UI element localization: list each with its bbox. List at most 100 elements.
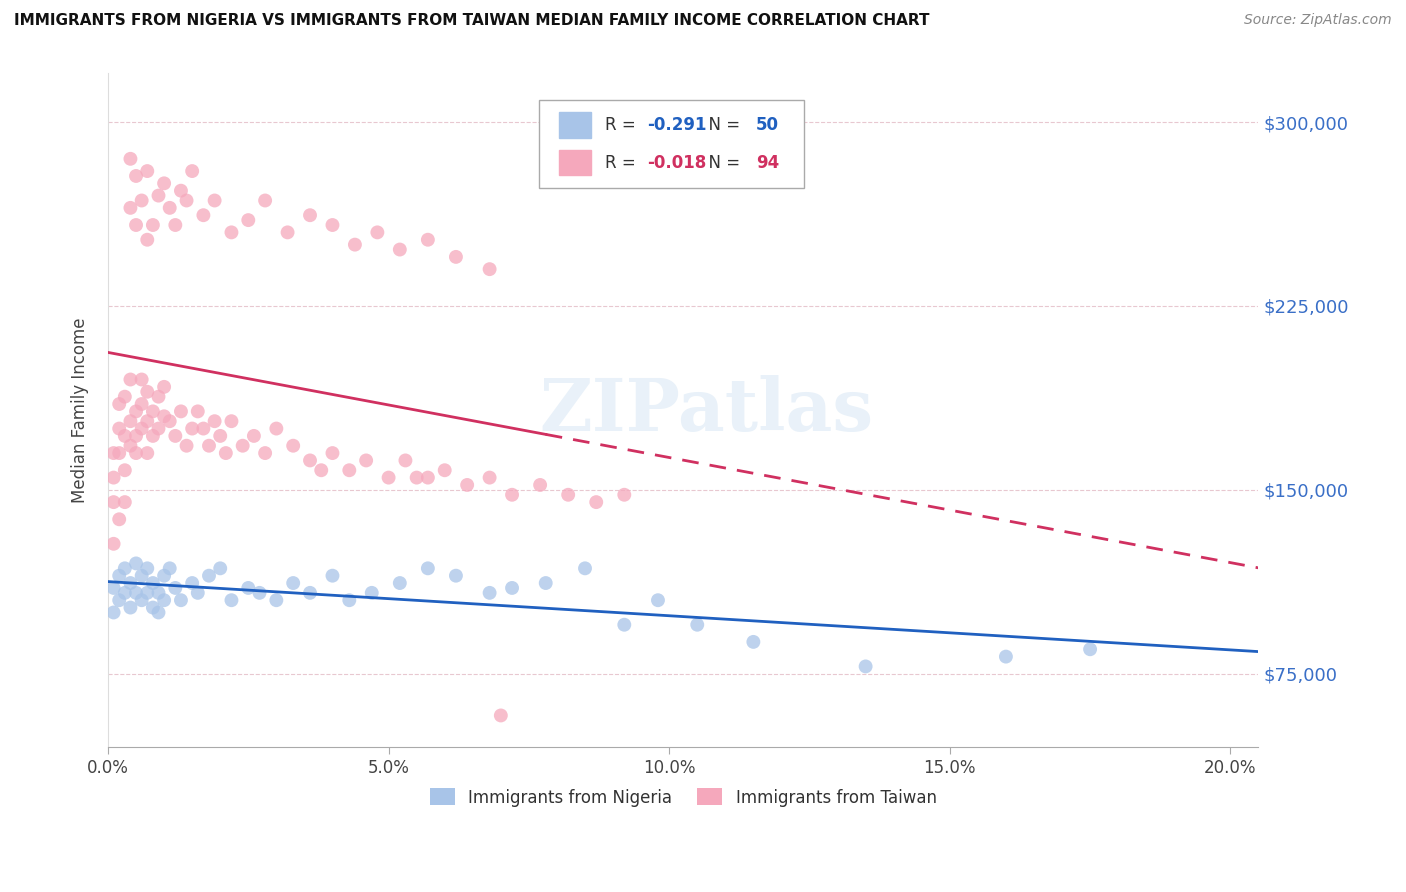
Point: [215, 446, 238, 460]
Point: [204, 414, 226, 428]
Text: 50: 50: [755, 116, 779, 134]
Point: [108, 593, 131, 607]
Point: [136, 384, 159, 399]
Point: [103, 537, 125, 551]
Point: [321, 218, 343, 232]
Point: [444, 568, 467, 582]
Point: [209, 429, 232, 443]
Point: [153, 409, 176, 424]
Point: [159, 414, 181, 428]
Point: [103, 581, 125, 595]
Point: [142, 429, 165, 443]
Point: [193, 208, 215, 222]
Point: [165, 581, 187, 595]
Point: [159, 561, 181, 575]
Point: [114, 586, 136, 600]
Point: [416, 561, 439, 575]
Point: [360, 586, 382, 600]
Point: [125, 169, 148, 183]
Y-axis label: Median Family Income: Median Family Income: [72, 318, 89, 503]
Text: -0.291: -0.291: [648, 116, 707, 134]
Point: [299, 208, 322, 222]
Point: [221, 226, 243, 240]
Point: [337, 593, 360, 607]
Point: [120, 414, 142, 428]
Point: [176, 439, 198, 453]
Point: [238, 213, 260, 227]
Legend: Immigrants from Nigeria, Immigrants from Taiwan: Immigrants from Nigeria, Immigrants from…: [423, 781, 943, 814]
Point: [299, 453, 322, 467]
Bar: [560, 150, 591, 176]
Point: [108, 512, 131, 526]
Point: [855, 659, 877, 673]
Point: [114, 495, 136, 509]
Point: [148, 606, 170, 620]
Point: [114, 463, 136, 477]
Point: [120, 152, 142, 166]
Point: [742, 635, 765, 649]
Point: [534, 576, 557, 591]
Point: [266, 593, 288, 607]
Point: [574, 561, 596, 575]
Point: [136, 446, 159, 460]
Point: [170, 593, 193, 607]
Point: [204, 194, 226, 208]
Point: [142, 218, 165, 232]
Point: [131, 593, 153, 607]
Point: [131, 397, 153, 411]
Point: [148, 586, 170, 600]
Point: [388, 576, 411, 591]
Point: [198, 568, 221, 582]
Point: [366, 226, 388, 240]
Point: [613, 488, 636, 502]
FancyBboxPatch shape: [540, 100, 804, 187]
Point: [994, 649, 1017, 664]
Point: [125, 404, 148, 418]
Point: [181, 421, 204, 435]
Text: Source: ZipAtlas.com: Source: ZipAtlas.com: [1244, 13, 1392, 28]
Point: [444, 250, 467, 264]
Point: [299, 586, 322, 600]
Point: [170, 184, 193, 198]
Point: [131, 568, 153, 582]
Point: [108, 568, 131, 582]
Point: [125, 446, 148, 460]
Text: 94: 94: [755, 153, 779, 171]
Point: [405, 470, 427, 484]
Point: [142, 404, 165, 418]
Point: [416, 233, 439, 247]
Point: [377, 470, 399, 484]
Point: [136, 586, 159, 600]
Point: [136, 233, 159, 247]
Point: [114, 390, 136, 404]
Point: [131, 194, 153, 208]
Point: [321, 568, 343, 582]
Point: [1078, 642, 1101, 657]
Point: [131, 372, 153, 386]
Point: [108, 446, 131, 460]
Point: [456, 478, 478, 492]
Text: R =: R =: [605, 116, 641, 134]
Point: [136, 561, 159, 575]
Point: [153, 380, 176, 394]
Point: [120, 439, 142, 453]
Point: [187, 404, 209, 418]
Point: [103, 495, 125, 509]
Text: R =: R =: [605, 153, 641, 171]
Point: [136, 164, 159, 178]
Point: [120, 201, 142, 215]
Point: [108, 397, 131, 411]
Text: ZIPatlas: ZIPatlas: [538, 375, 873, 446]
Point: [153, 593, 176, 607]
Point: [613, 617, 636, 632]
Point: [125, 557, 148, 571]
Point: [181, 576, 204, 591]
Point: [529, 478, 551, 492]
Point: [489, 708, 512, 723]
Point: [114, 561, 136, 575]
Point: [165, 218, 187, 232]
Point: [478, 586, 501, 600]
Point: [647, 593, 669, 607]
Point: [478, 262, 501, 277]
Point: [277, 226, 299, 240]
